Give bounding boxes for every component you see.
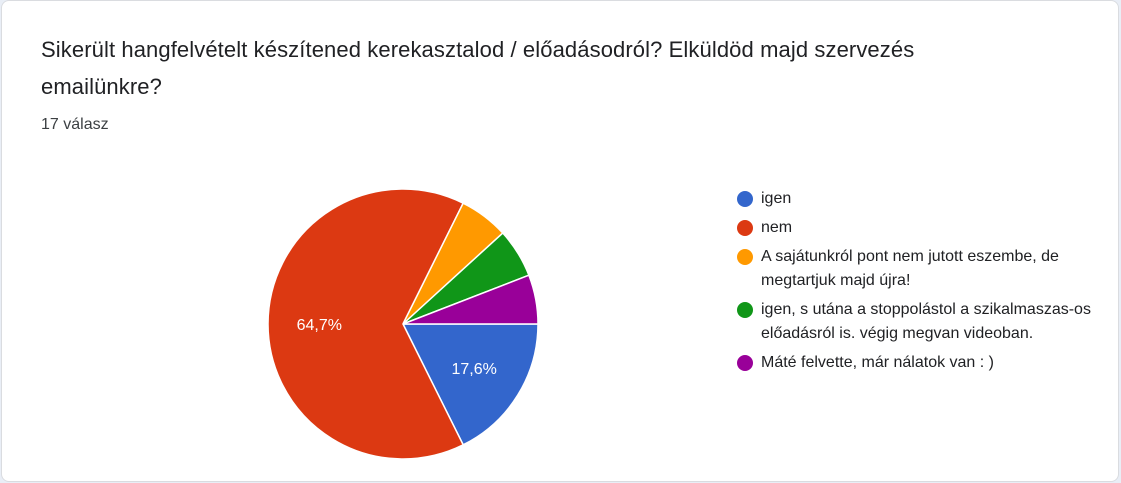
legend-swatch-icon: [737, 249, 753, 265]
legend-item-1[interactable]: nem: [737, 216, 1097, 240]
legend-swatch-icon: [737, 220, 753, 236]
pie-slice-4[interactable]: [402, 274, 539, 325]
legend-label: igen: [761, 190, 792, 207]
legend-label: igen, s utána a stoppolástol a szikalmas…: [761, 301, 1091, 342]
pie-slice-0[interactable]: [401, 323, 539, 446]
chart-legend: igen nem A sajátunkról pont nem jutott esz…: [737, 187, 1097, 380]
legend-item-3[interactable]: igen, s utána a stoppolástol a szikalmas…: [737, 298, 1097, 346]
question-title: Sikerült hangfelvételt készítened kereka…: [41, 37, 915, 99]
response-count: 17 válasz: [41, 116, 109, 133]
legend-label: A sajátunkról pont nem jutott eszembe, d…: [761, 248, 1059, 289]
slice-percent-label-1: 64,7%: [297, 317, 342, 334]
legend-swatch-icon: [737, 302, 753, 318]
legend-item-0[interactable]: igen: [737, 187, 1097, 211]
legend-label: Máté felvette, már nálatok van : ): [761, 354, 994, 371]
slice-percent-label-0: 17,6%: [451, 361, 496, 378]
legend-label: nem: [761, 219, 793, 236]
legend-item-2[interactable]: A sajátunkról pont nem jutott eszembe, d…: [737, 245, 1097, 293]
legend-swatch-icon: [737, 191, 753, 207]
legend-item-4[interactable]: Máté felvette, már nálatok van : ): [737, 351, 1097, 375]
legend-swatch-icon: [737, 355, 753, 371]
pie-slice-1[interactable]: [267, 188, 465, 460]
